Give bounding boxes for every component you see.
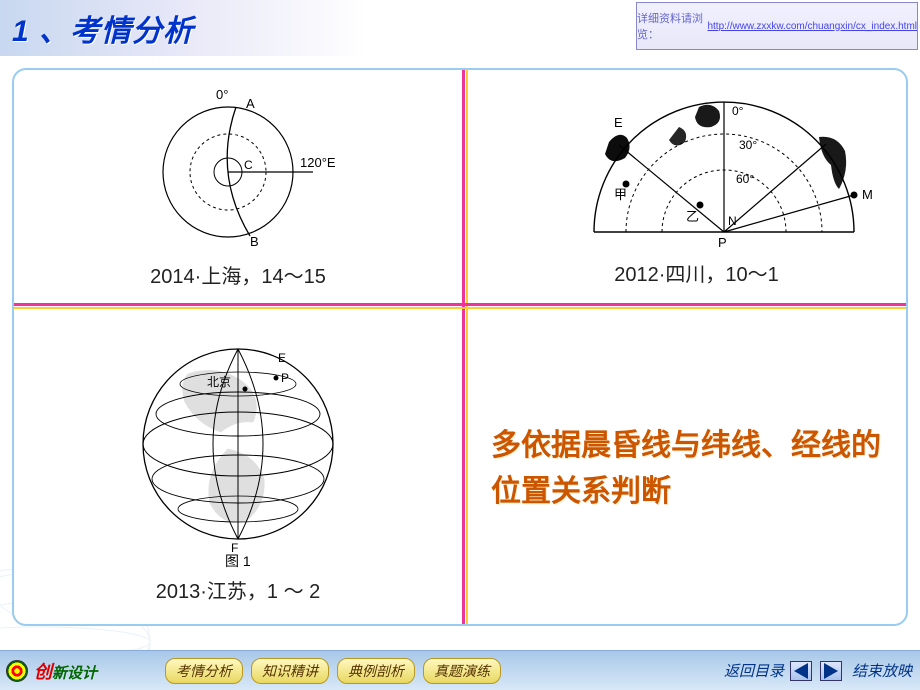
cell-shanghai: 0° A B C 120°E 2014·上海，14～15 (14, 70, 462, 303)
brand-char1: 创 (34, 662, 52, 682)
header-bar: 1 、考情分析 详细资料请浏览： http://www.zxxkw.com/ch… (0, 0, 920, 56)
nav-button-examples[interactable]: 典例剖析 (337, 658, 415, 684)
horizontal-divider-yellow (14, 307, 906, 309)
nav-button-analysis[interactable]: 考情分析 (165, 658, 243, 684)
caption-shanghai: 2014·上海，14～15 (150, 260, 326, 289)
return-label: 返回目录 (724, 660, 784, 681)
detail-url[interactable]: http://www.zxxkw.com/chuangxin/cx_index.… (707, 21, 917, 32)
fig-label: 图 1 (225, 553, 251, 569)
label-E2: E (614, 115, 623, 130)
detail-prefix: 详细资料请浏览： (637, 10, 707, 42)
brand-label: 创新设计 (34, 658, 97, 684)
label-60: 60° (736, 172, 754, 186)
diagram-globe: 北京 E P F 图 1 (133, 334, 343, 569)
detail-link-box[interactable]: 详细资料请浏览： http://www.zxxkw.com/chuangxin/… (636, 2, 918, 50)
logo-bullseye-icon (6, 660, 28, 682)
label-zero2: 0° (732, 104, 744, 118)
prev-icon[interactable] (790, 661, 812, 681)
vertical-divider-yellow (466, 70, 468, 624)
conclusion-text: 多依据晨昏线与纬线、经线的位置关系判断 (491, 423, 909, 516)
page-title: 1 、考情分析 (0, 6, 194, 50)
label-N: N (728, 214, 737, 228)
label-120E: 120°E (300, 155, 336, 170)
label-yi: 乙 (686, 209, 699, 224)
return-toc-button[interactable]: 返回目录 (724, 660, 844, 681)
label-30: 30° (739, 138, 757, 152)
label-P3: P (281, 371, 289, 385)
label-M: M (862, 187, 873, 202)
label-P: P (718, 235, 727, 250)
cell-jiangsu: 北京 E P F 图 1 2013·江苏，1 ～ 2 (14, 310, 462, 628)
nav-button-knowledge[interactable]: 知识精讲 (251, 658, 329, 684)
caption-sichuan: 2012·四川，10～1 (614, 258, 779, 287)
footer-bar: 创新设计 考情分析 知识精讲 典例剖析 真题演练 返回目录 结束放映 (0, 650, 920, 690)
label-beijing: 北京 (207, 375, 231, 389)
cell-sichuan: 0° 30° 60° E M N P 甲 乙 2012·四川，10～1 (469, 70, 909, 303)
label-E3: E (278, 351, 286, 365)
diagram-hemisphere: 0° 30° 60° E M N P 甲 乙 (564, 87, 884, 252)
label-jia: 甲 (614, 187, 627, 202)
end-slideshow-button[interactable]: 结束放映 (852, 660, 912, 681)
diagram-polar-circle: 0° A B C 120°E (128, 84, 348, 254)
nav-button-practice[interactable]: 真题演练 (423, 658, 501, 684)
label-A: A (246, 96, 255, 111)
vertical-divider-red (462, 70, 465, 624)
label-B: B (250, 234, 259, 249)
caption-jiangsu: 2013·江苏，1 ～ 2 (156, 575, 321, 604)
cell-conclusion: 多依据晨昏线与纬线、经线的位置关系判断 (469, 310, 909, 628)
horizontal-divider-red (14, 303, 906, 306)
end-label: 结束放映 (852, 660, 912, 681)
label-zero: 0° (216, 87, 228, 102)
next-icon[interactable] (820, 661, 842, 681)
content-frame: 0° A B C 120°E 2014·上海，14～15 0° (12, 68, 908, 626)
label-C: C (244, 158, 253, 172)
brand-rest: 新设计 (52, 665, 97, 682)
